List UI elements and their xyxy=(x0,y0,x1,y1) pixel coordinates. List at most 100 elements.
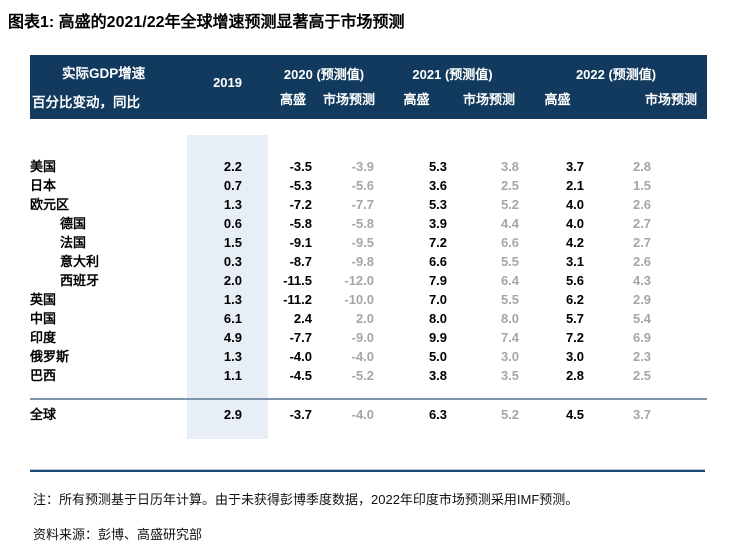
row-label: 巴西 xyxy=(30,368,57,383)
cell-mkt-2021: 3.5 xyxy=(500,368,520,383)
cell-gs-2020: -7.7 xyxy=(289,330,312,345)
header-sub-mkt-2020: 市场预测 xyxy=(318,85,381,119)
cell-2019: 4.9 xyxy=(187,328,268,347)
cell-mkt-2021: 6.4 xyxy=(500,273,520,288)
cell-gs-2021: 7.0 xyxy=(428,292,448,307)
cell-2019: 2.9 xyxy=(187,399,268,430)
cell-2019: 1.3 xyxy=(187,347,268,366)
cell-mkt-2021: 7.4 xyxy=(500,330,520,345)
cell-mkt-2022: 2.8 xyxy=(632,159,652,174)
cell-gs-2020: -4.0 xyxy=(289,349,312,364)
cell-2019: 1.3 xyxy=(187,195,268,214)
cell-gs-2020: -11.5 xyxy=(283,273,312,288)
table-row: 巴西 1.1 -4.5 -5.2 3.8 3.5 2.8 2.5 xyxy=(30,366,707,385)
cell-mkt-2022: 4.3 xyxy=(632,273,652,288)
header-group-2020: 2020 (预测值) xyxy=(268,55,381,86)
header-group-2022: 2022 (预测值) xyxy=(525,55,708,86)
row-label: 意大利 xyxy=(60,254,100,269)
cell-2019: 2.0 xyxy=(187,271,268,290)
row-label: 英国 xyxy=(30,292,57,307)
cell-mkt-2022: 1.5 xyxy=(632,178,652,193)
cell-gs-2020: -3.7 xyxy=(289,407,312,422)
header-metric-line2: 百分比变动，同比 xyxy=(32,95,140,110)
cell-gs-2020: -8.7 xyxy=(289,254,312,269)
row-label: 德国 xyxy=(60,216,87,231)
cell-gs-2021: 3.8 xyxy=(428,368,448,383)
cell-gs-2020: -5.8 xyxy=(289,216,312,231)
cell-2019: 0.7 xyxy=(187,176,268,195)
cell-gs-2020: -4.5 xyxy=(289,368,312,383)
cell-mkt-2020: -4.0 xyxy=(351,349,375,364)
cell-gs-2021: 6.3 xyxy=(428,407,448,422)
cell-gs-2022: 2.1 xyxy=(565,178,585,193)
cell-2019: 1.5 xyxy=(187,233,268,252)
cell-mkt-2022: 6.9 xyxy=(632,330,652,345)
cell-gs-2022: 5.7 xyxy=(565,311,585,326)
cell-mkt-2022: 2.5 xyxy=(632,368,652,383)
header-sub-gs-2021: 高盛 xyxy=(380,85,454,119)
table-row-total: 全球 2.9 -3.7 -4.0 6.3 5.2 4.5 3.7 xyxy=(30,399,707,430)
cell-gs-2022: 4.0 xyxy=(565,216,585,231)
cell-gs-2022: 4.5 xyxy=(565,407,585,422)
cell-mkt-2020: -3.9 xyxy=(351,159,375,174)
cell-gs-2022: 6.2 xyxy=(565,292,585,307)
cell-mkt-2021: 3.8 xyxy=(500,159,520,174)
cell-gs-2021: 8.0 xyxy=(428,311,448,326)
row-label: 欧元区 xyxy=(30,197,70,212)
cell-2019: 6.1 xyxy=(187,309,268,328)
row-label: 俄罗斯 xyxy=(30,349,70,364)
source-line: 资料来源：彭博、高盛研究部 xyxy=(33,527,203,542)
table-body: 美国 2.2 -3.5 -3.9 5.3 3.8 3.7 2.8 日本 0.7 -5.3 -5.6 3.… xyxy=(30,119,708,439)
cell-mkt-2020: -4.0 xyxy=(351,407,375,422)
cell-gs-2021: 5.3 xyxy=(428,197,448,212)
cell-mkt-2022: 3.7 xyxy=(632,407,652,422)
spacer-row xyxy=(30,430,707,439)
cell-2019: 1.3 xyxy=(187,290,268,309)
header-group-2021: 2021 (预测值) xyxy=(380,55,526,86)
cell-gs-2022: 3.0 xyxy=(565,349,585,364)
header-sub-mkt-2021: 市场预测 xyxy=(453,85,526,119)
table-row: 意大利 0.3 -8.7 -9.8 6.6 5.5 3.1 2.6 xyxy=(30,252,707,271)
spacer-row xyxy=(30,135,707,157)
cell-gs-2020: 2.4 xyxy=(293,311,312,326)
table-row: 法国 1.5 -9.1 -9.5 7.2 6.6 4.2 2.7 xyxy=(30,233,707,252)
cell-gs-2022: 5.6 xyxy=(565,273,585,288)
table-row: 德国 0.6 -5.8 -5.8 3.9 4.4 4.0 2.7 xyxy=(30,214,707,233)
header-sub-gs-2022: 高盛 xyxy=(525,85,591,119)
cell-mkt-2022: 2.6 xyxy=(632,254,652,269)
cell-gs-2021: 6.6 xyxy=(428,254,448,269)
cell-gs-2022: 3.7 xyxy=(565,159,585,174)
cell-mkt-2021: 5.5 xyxy=(500,254,520,269)
cell-gs-2021: 3.6 xyxy=(428,178,448,193)
cell-mkt-2021: 8.0 xyxy=(500,311,520,326)
cell-2019: 0.3 xyxy=(187,252,268,271)
table-row: 英国 1.3 -11.2 -10.0 7.0 5.5 6.2 2.9 xyxy=(30,290,707,309)
cell-mkt-2020: -7.7 xyxy=(351,197,375,212)
row-label: 全球 xyxy=(30,407,57,422)
cell-gs-2021: 7.2 xyxy=(428,235,448,250)
gdp-forecast-table: 实际GDP增速 百分比变动，同比 2019 2020 (预测值) 2021 (预… xyxy=(30,55,708,439)
row-label: 西班牙 xyxy=(60,273,100,288)
cell-gs-2020: -11.2 xyxy=(283,292,312,307)
cell-gs-2022: 4.2 xyxy=(565,235,585,250)
cell-2019: 1.1 xyxy=(187,366,268,385)
cell-mkt-2021: 4.4 xyxy=(500,216,520,231)
cell-mkt-2021: 5.5 xyxy=(500,292,520,307)
cell-gs-2022: 2.8 xyxy=(565,368,585,383)
row-label: 日本 xyxy=(30,178,57,193)
cell-gs-2020: -3.5 xyxy=(289,159,312,174)
cell-mkt-2020: -5.2 xyxy=(351,368,375,383)
exhibit-title: 图表1: 高盛的2021/22年全球增速预测显著高于市场预测 xyxy=(8,14,405,31)
cell-mkt-2022: 2.7 xyxy=(632,216,652,231)
cell-mkt-2020: -5.6 xyxy=(351,178,375,193)
cell-2019: 2.2 xyxy=(187,157,268,176)
spacer-row xyxy=(30,119,707,135)
cell-mkt-2021: 6.6 xyxy=(500,235,520,250)
cell-2019: 0.6 xyxy=(187,214,268,233)
cell-gs-2021: 9.9 xyxy=(428,330,448,345)
table-row: 欧元区 1.3 -7.2 -7.7 5.3 5.2 4.0 2.6 xyxy=(30,195,707,214)
cell-gs-2021: 5.3 xyxy=(428,159,448,174)
cell-mkt-2020: -5.8 xyxy=(351,216,375,231)
cell-gs-2020: -5.3 xyxy=(289,178,312,193)
